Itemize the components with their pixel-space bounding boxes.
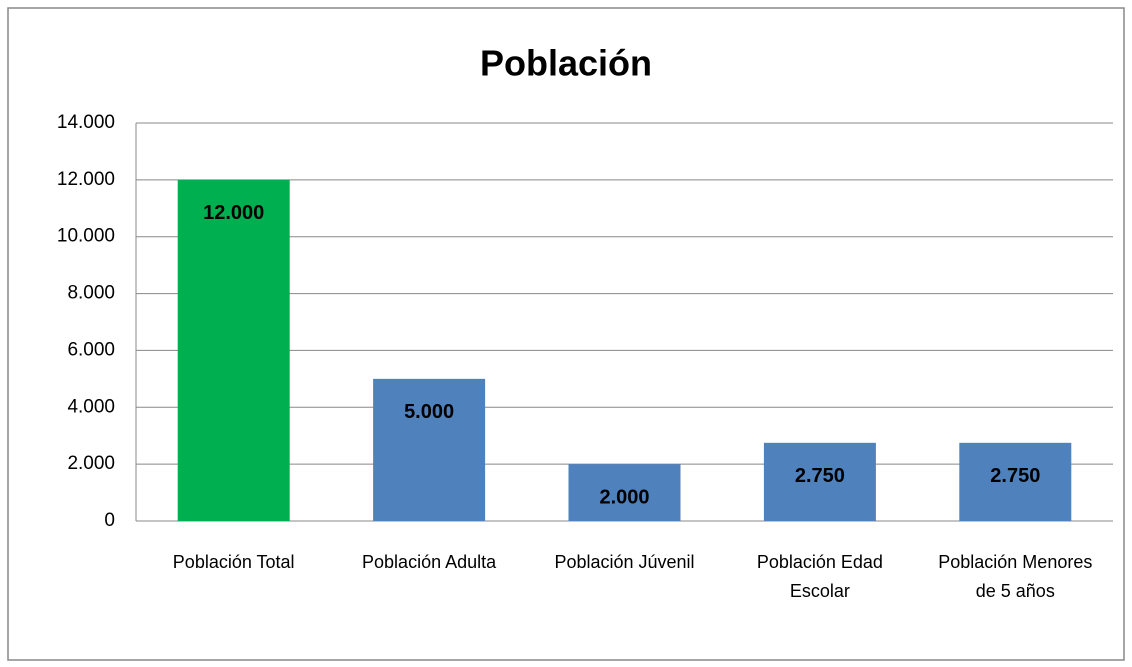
x-tick-label: Población Edad Escolar [756, 552, 883, 601]
y-tick-label: 6.000 [67, 339, 115, 360]
y-tick-label: 0 [104, 510, 115, 531]
bar [568, 464, 681, 521]
data-label: 12.000 [203, 202, 264, 224]
data-label: 2.000 [599, 486, 649, 508]
bar [763, 442, 876, 521]
y-tick-label: 10.000 [57, 226, 115, 247]
x-tick-label: Población Total [172, 552, 295, 572]
x-tick-label: Población Adulta [362, 552, 497, 572]
bar [959, 442, 1072, 521]
bar [373, 378, 486, 521]
y-tick-label: 2.000 [67, 453, 115, 474]
y-tick-label: 8.000 [67, 283, 115, 304]
x-tick-label: Población Júvenil [554, 552, 695, 572]
data-label: 2.750 [795, 465, 845, 487]
y-tick-label: 14.000 [57, 112, 115, 133]
x-tick-label: Población Menores de 5 años [938, 552, 1093, 601]
y-tick-label: 4.000 [67, 396, 115, 417]
bar [177, 179, 290, 521]
data-label: 5.000 [404, 401, 454, 423]
chart-title: Población [480, 43, 652, 84]
y-tick-label: 12.000 [57, 169, 115, 190]
data-label: 2.750 [990, 465, 1040, 487]
